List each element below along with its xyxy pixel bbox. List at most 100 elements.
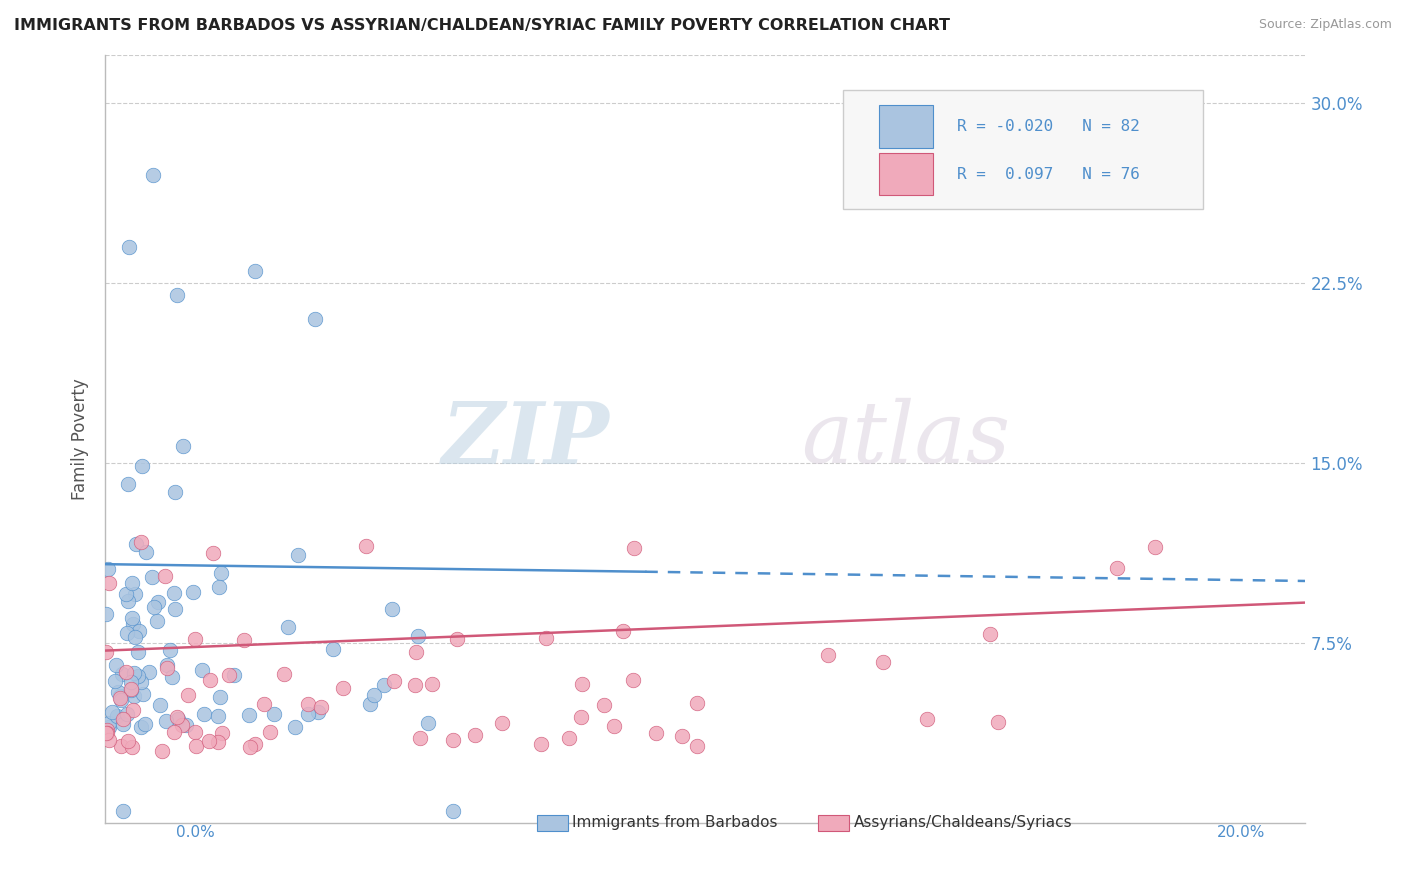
Point xyxy=(96,725,118,739)
Point xyxy=(94,645,117,659)
Point xyxy=(198,673,221,687)
Point xyxy=(356,539,378,553)
Point xyxy=(120,682,142,697)
Point xyxy=(124,630,146,644)
Point xyxy=(197,734,219,748)
Point xyxy=(97,715,120,730)
Point xyxy=(253,697,276,711)
Point xyxy=(97,575,120,590)
Point xyxy=(122,690,145,704)
Point xyxy=(416,715,439,730)
Point xyxy=(176,688,198,702)
Point xyxy=(129,675,152,690)
Point xyxy=(207,708,229,723)
Point xyxy=(132,688,155,702)
Point xyxy=(118,240,141,254)
Point xyxy=(148,595,170,609)
Point xyxy=(110,690,132,704)
Point xyxy=(165,485,187,500)
Point xyxy=(127,645,149,659)
Point xyxy=(987,714,1010,729)
Point xyxy=(592,698,614,712)
Point xyxy=(110,666,132,681)
Point xyxy=(142,168,165,182)
Point xyxy=(245,264,267,278)
Point xyxy=(446,632,468,647)
Point xyxy=(1144,541,1167,555)
Point xyxy=(170,718,193,732)
Point xyxy=(115,665,138,679)
Point xyxy=(686,739,709,753)
Point xyxy=(184,725,207,739)
Point xyxy=(307,705,329,719)
Point xyxy=(222,668,245,682)
Point xyxy=(108,691,131,706)
Point xyxy=(409,731,432,746)
Point xyxy=(160,671,183,685)
FancyBboxPatch shape xyxy=(844,90,1204,209)
Point xyxy=(287,548,309,562)
Point xyxy=(131,458,153,473)
Point xyxy=(359,697,381,711)
Point xyxy=(406,629,429,643)
Point xyxy=(134,717,156,731)
Point xyxy=(382,674,405,689)
Point xyxy=(120,674,142,689)
Point xyxy=(156,658,179,673)
Point xyxy=(96,607,118,621)
Point xyxy=(686,696,709,710)
Point xyxy=(167,712,190,726)
Text: ZIP: ZIP xyxy=(441,398,609,481)
Point xyxy=(121,739,143,754)
Point xyxy=(142,600,165,615)
Point xyxy=(184,632,207,646)
Point xyxy=(915,712,938,726)
Point xyxy=(191,663,214,677)
Text: Assyrians/Chaldeans/Syriacs: Assyrians/Chaldeans/Syriacs xyxy=(853,815,1071,830)
Point xyxy=(104,673,127,688)
Point xyxy=(107,685,129,699)
Point xyxy=(297,697,319,711)
Text: IMMIGRANTS FROM BARBADOS VS ASSYRIAN/CHALDEAN/SYRIAC FAMILY POVERTY CORRELATION : IMMIGRANTS FROM BARBADOS VS ASSYRIAN/CHA… xyxy=(14,18,950,33)
Point xyxy=(97,562,120,576)
Point xyxy=(115,626,138,640)
Point xyxy=(112,805,135,819)
Point xyxy=(273,666,295,681)
Point xyxy=(122,703,145,717)
Point xyxy=(304,312,326,326)
Point xyxy=(263,707,285,722)
Point xyxy=(94,726,117,740)
Point xyxy=(671,729,693,743)
Point xyxy=(166,288,188,302)
Point xyxy=(150,744,173,758)
Point xyxy=(644,725,666,739)
Point xyxy=(121,575,143,590)
Point xyxy=(124,587,146,601)
Text: R = -0.020   N = 82: R = -0.020 N = 82 xyxy=(957,120,1140,134)
Point xyxy=(534,631,557,645)
Point xyxy=(105,708,128,723)
Text: 20.0%: 20.0% xyxy=(1218,825,1265,840)
Point xyxy=(441,732,464,747)
Point xyxy=(149,698,172,712)
Point xyxy=(162,724,184,739)
Point xyxy=(284,720,307,734)
Point xyxy=(135,545,157,559)
Point xyxy=(209,690,232,705)
Point xyxy=(105,658,128,673)
Point xyxy=(117,707,139,722)
Point xyxy=(110,739,132,753)
Point xyxy=(121,611,143,625)
Point xyxy=(363,688,385,702)
Point xyxy=(259,725,281,739)
Point xyxy=(420,676,443,690)
Point xyxy=(117,594,139,608)
Point xyxy=(218,668,240,682)
Point xyxy=(125,537,148,551)
Point xyxy=(309,700,332,714)
Point xyxy=(127,668,149,682)
Point xyxy=(159,643,181,657)
Point xyxy=(96,723,118,737)
Point xyxy=(381,601,404,615)
Point xyxy=(141,569,163,583)
